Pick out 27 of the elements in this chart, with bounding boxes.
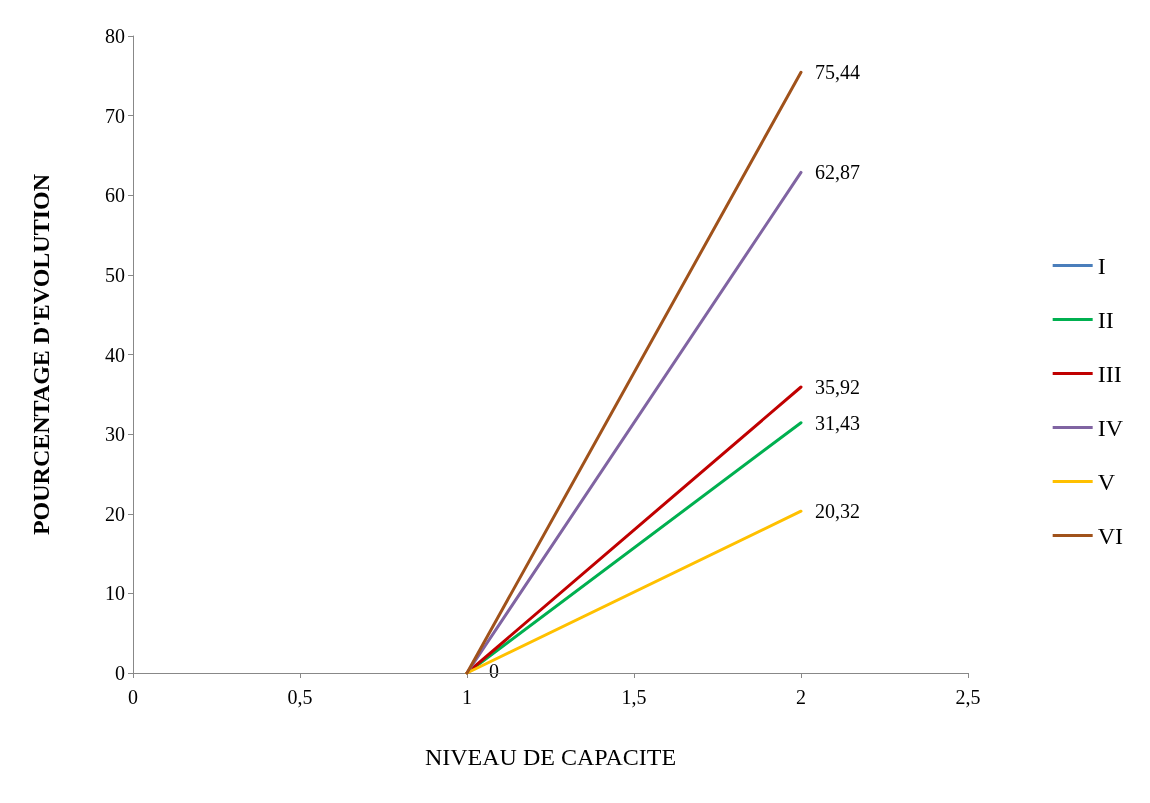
x-tick-label: 2 <box>796 686 806 708</box>
x-tick-label: 0,5 <box>287 686 313 708</box>
y-tick-label: 60 <box>105 184 125 207</box>
legend-label: III <box>1097 360 1122 387</box>
x-tick-label: 2,5 <box>955 686 981 708</box>
legend-label: VI <box>1097 522 1124 549</box>
legend-label: V <box>1097 468 1116 495</box>
y-tick-label: 20 <box>105 502 125 525</box>
x-tick-label: 1 <box>462 686 472 708</box>
legend-label: I <box>1097 252 1106 279</box>
y-tick-label: 40 <box>105 343 125 366</box>
y-tick-label: 50 <box>105 263 125 286</box>
y-tick-label: 80 <box>105 25 125 47</box>
y-axis-title: POURCENTAGE D'EVOLUTION <box>28 173 54 536</box>
legend-label: II <box>1097 306 1114 333</box>
legend-label: IV <box>1097 414 1124 441</box>
data-label: 75,44 <box>815 61 860 84</box>
x-tick-label: 1,5 <box>621 686 647 708</box>
x-axis-title: NIVEAU DE CAPACITE <box>424 744 677 770</box>
y-tick-label: 0 <box>115 662 125 684</box>
data-label: 35,92 <box>815 375 860 398</box>
y-tick-label: 10 <box>105 582 125 605</box>
data-label: 20,32 <box>815 500 860 523</box>
data-label: 62,87 <box>815 161 860 184</box>
y-tick-label: 30 <box>105 423 125 446</box>
y-tick-label: 70 <box>105 104 125 127</box>
data-label: 31,43 <box>815 411 860 434</box>
